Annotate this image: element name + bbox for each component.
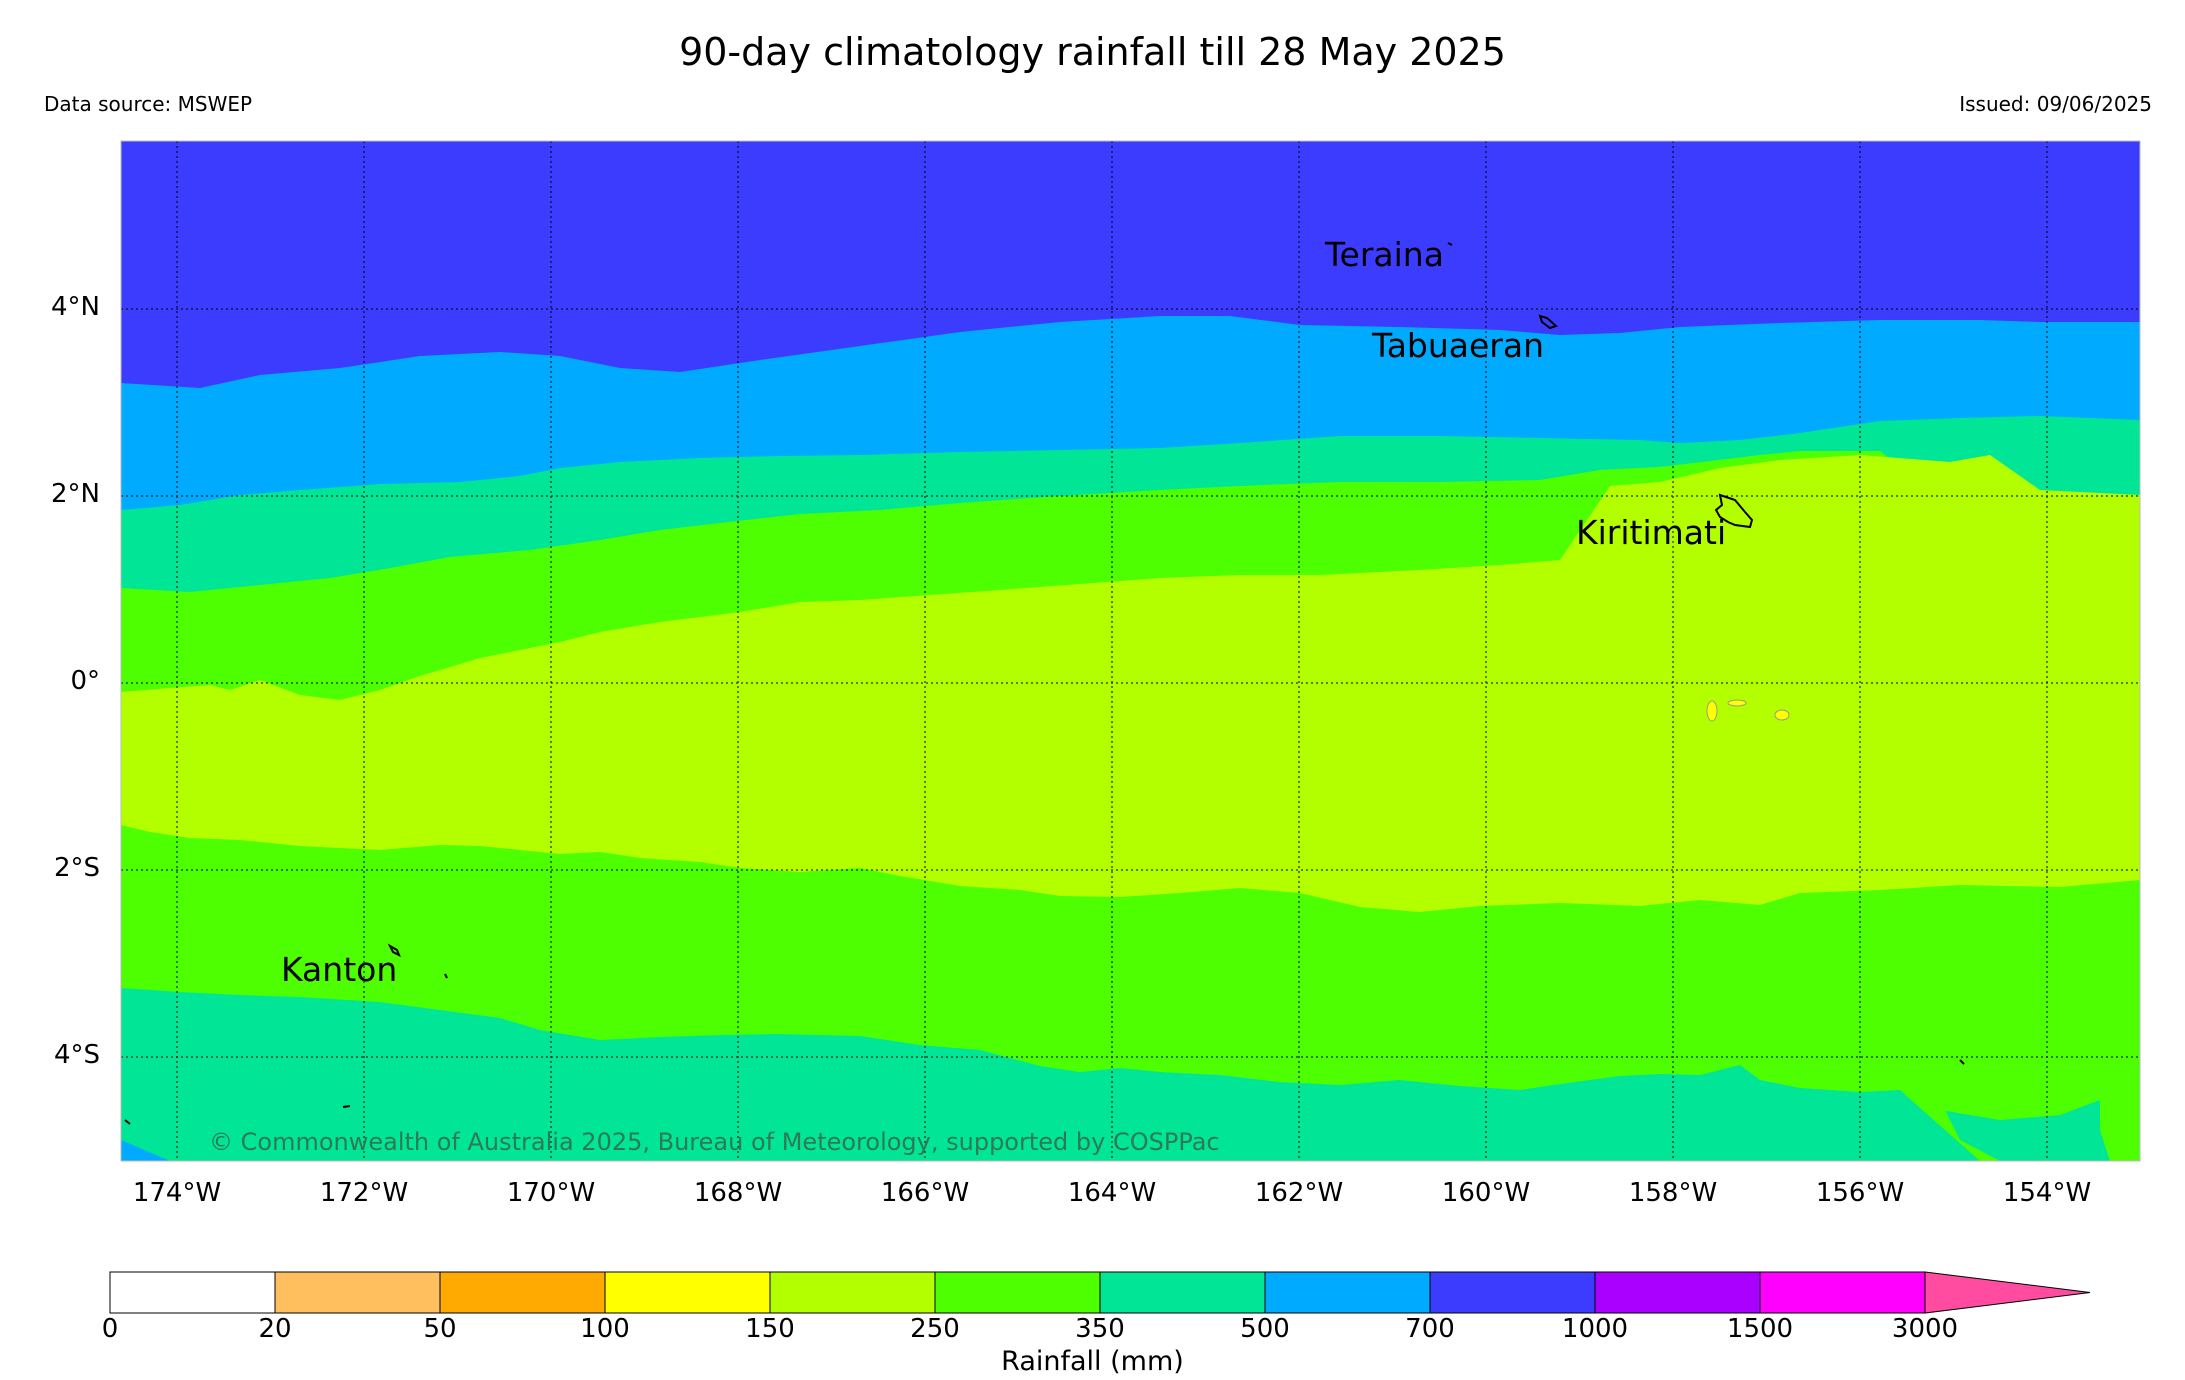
colorbar-tick-label: 100 — [580, 1314, 630, 1344]
latitude-label: 0° — [70, 666, 100, 696]
coastline-islet — [342, 1105, 351, 1108]
colorbar-segment — [1759, 1271, 1926, 1314]
colorbar-segment — [769, 1271, 936, 1314]
colorbar-segment — [439, 1271, 606, 1314]
colorbar-tick-label: 3000 — [1891, 1314, 1959, 1344]
rain-spot — [1706, 700, 1718, 722]
longitude-label: 156°W — [1815, 1178, 1905, 1208]
longitude-label: 154°W — [2002, 1178, 2092, 1208]
coastline-islet — [1447, 242, 1453, 246]
colorbar-tick-label: 350 — [1075, 1314, 1125, 1344]
colorbar-tick-label: 1500 — [1726, 1314, 1794, 1344]
longitude-label: 162°W — [1254, 1178, 1344, 1208]
rain-spot — [1727, 699, 1747, 707]
colorbar-tick-label: 20 — [258, 1314, 292, 1344]
latitude-label: 4°S — [53, 1040, 100, 1070]
island-label-kanton: Kanton — [281, 950, 397, 989]
longitude-label: 158°W — [1628, 1178, 1718, 1208]
colorbar-segment — [1264, 1271, 1431, 1314]
colorbar-segment — [934, 1271, 1101, 1314]
longitude-label: 164°W — [1067, 1178, 1157, 1208]
chart-title: 90-day climatology rainfall till 28 May … — [679, 30, 1506, 74]
colorbar-segment — [109, 1271, 276, 1314]
graticule — [121, 141, 2140, 1161]
colorbar-segment — [1099, 1271, 1266, 1314]
colorbar-segment — [604, 1271, 771, 1314]
longitude-label: 170°W — [506, 1178, 596, 1208]
copyright-notice: © Commonwealth of Australia 2025, Bureau… — [209, 1128, 1220, 1156]
longitude-label: 166°W — [880, 1178, 970, 1208]
colorbar-tick-label: 1000 — [1561, 1314, 1629, 1344]
colorbar-tick-label: 50 — [423, 1314, 457, 1344]
longitude-label: 160°W — [1441, 1178, 1531, 1208]
island-label-teraina: Teraina — [1324, 235, 1444, 274]
data-source-label: Data source: MSWEP — [44, 92, 253, 116]
coastline-kanton — [387, 943, 401, 958]
band-350-500-south — [121, 988, 2140, 1161]
colorbar-title: Rainfall (mm) — [1001, 1346, 1184, 1377]
latitude-label: 2°S — [53, 853, 100, 883]
colorbar — [109, 1271, 2091, 1314]
band-250-350-corner — [1900, 1090, 2140, 1161]
latitude-label: 4°N — [51, 292, 100, 322]
colorbar-tick-label: 150 — [745, 1314, 795, 1344]
issued-date-label: Issued: 09/06/2025 — [1959, 92, 2152, 116]
rainfall-bands — [121, 141, 2140, 1161]
colorbar-segment — [274, 1271, 441, 1314]
colorbar-segment — [1429, 1271, 1596, 1314]
coastline-kiritimati — [1714, 493, 1754, 529]
island-label-kiritimati: Kiritimati — [1576, 513, 1726, 552]
coastlines — [124, 242, 1965, 1125]
colorbar-tick-label: 250 — [910, 1314, 960, 1344]
colorbar-segment — [1594, 1271, 1761, 1314]
band-700-1000-corner — [121, 1140, 170, 1161]
rain-spot — [1774, 709, 1790, 721]
coastline-islet — [1959, 1059, 1965, 1065]
latitude-label: 2°N — [51, 479, 100, 509]
coastline-islet — [444, 973, 448, 979]
colorbar-tick-label: 700 — [1405, 1314, 1455, 1344]
longitude-label: 172°W — [319, 1178, 409, 1208]
colorbar-tick-label: 0 — [101, 1314, 119, 1344]
colorbar-tick-label: 500 — [1240, 1314, 1290, 1344]
coastline-islet — [124, 1119, 131, 1125]
longitude-label: 168°W — [693, 1178, 783, 1208]
island-label-tabuaeran: Tabuaeran — [1371, 326, 1544, 365]
coastline-tabuaeran — [1538, 314, 1558, 330]
map-frame — [120, 140, 2141, 1162]
colorbar-extend-arrow — [1924, 1271, 2091, 1314]
longitude-label: 174°W — [132, 1178, 222, 1208]
